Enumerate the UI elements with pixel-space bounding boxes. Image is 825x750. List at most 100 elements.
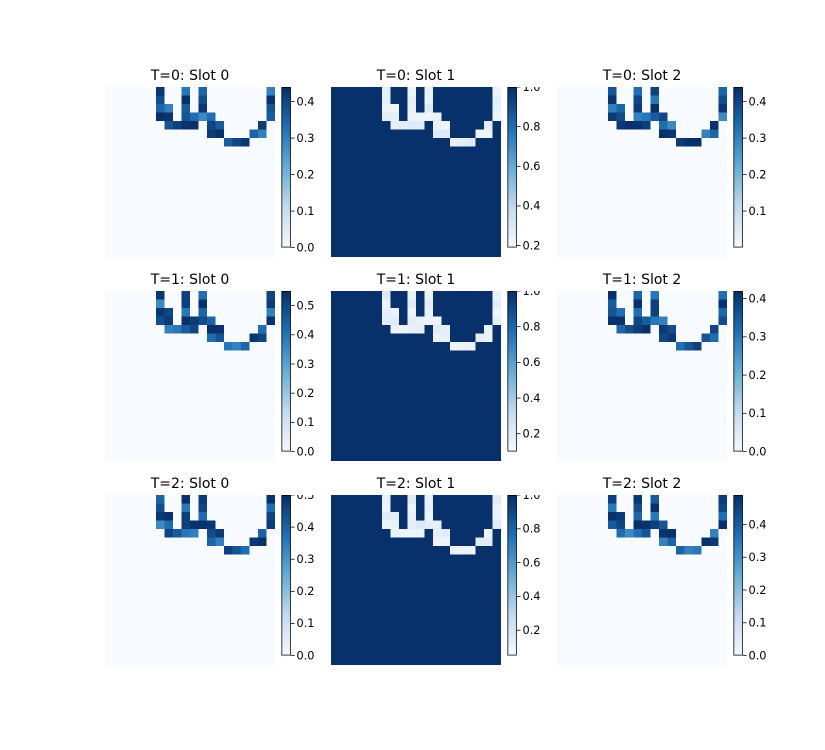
heatmap-cell <box>650 384 660 394</box>
heatmap-cell <box>458 631 468 640</box>
colorbar-swatch <box>507 400 517 404</box>
heatmap-cell <box>565 95 575 105</box>
heatmap-cell <box>156 231 165 241</box>
heatmap-cell <box>710 359 719 368</box>
heatmap-cell <box>710 299 719 309</box>
colorbar-swatch <box>281 299 291 303</box>
heatmap-cell <box>122 580 131 589</box>
heatmap-cell <box>424 350 434 360</box>
heatmap-cell <box>190 648 199 657</box>
heatmap-cell <box>625 520 634 530</box>
heatmap-cell <box>105 384 114 394</box>
heatmap-cell <box>676 172 685 181</box>
colorbar-swatch <box>281 588 291 592</box>
heatmap-cell <box>684 138 694 147</box>
heatmap-cell <box>424 163 434 173</box>
colorbar-swatch <box>281 575 291 579</box>
heatmap-cell <box>139 146 148 156</box>
heatmap-cell <box>676 427 685 436</box>
heatmap-cell <box>139 299 148 309</box>
heatmap-cell <box>232 571 242 581</box>
heatmap-cell <box>407 563 417 572</box>
heatmap-cell <box>608 435 617 445</box>
heatmap-cell <box>475 87 485 96</box>
heatmap-cell <box>399 529 408 538</box>
heatmap-cell <box>164 452 174 461</box>
heatmap-cell <box>113 537 123 547</box>
heatmap-cell <box>591 325 600 334</box>
heatmap-cell <box>441 427 451 436</box>
heatmap-cell <box>365 503 374 513</box>
heatmap-cell <box>147 639 157 649</box>
heatmap-cell <box>390 121 400 130</box>
heatmap-cell <box>684 410 694 419</box>
heatmap-cell <box>441 350 451 360</box>
heatmap-cell <box>382 588 391 598</box>
colorbar-tick-label: 0.5 <box>297 495 315 502</box>
heatmap-cell <box>122 376 131 385</box>
heatmap-cell <box>701 163 711 173</box>
heatmap-cell <box>130 104 140 113</box>
heatmap-cell <box>433 529 442 538</box>
heatmap-cell <box>390 427 400 436</box>
heatmap-cell <box>424 231 434 241</box>
heatmap-cell <box>633 163 643 173</box>
heatmap-cell <box>241 138 250 147</box>
colorbar-swatch <box>733 186 743 190</box>
heatmap-cell <box>574 410 583 419</box>
heatmap-cell <box>684 512 694 521</box>
heatmap-cell <box>207 342 216 351</box>
heatmap-cell <box>181 546 191 555</box>
colorbar-border <box>281 87 291 248</box>
colorbar-swatch <box>281 585 291 590</box>
heatmap-cell <box>365 384 374 394</box>
heatmap-cell <box>241 333 250 343</box>
heatmap-cell <box>710 554 719 564</box>
heatmap-cell <box>659 622 668 632</box>
heatmap-cell <box>399 299 408 309</box>
heatmap-cell <box>693 452 702 461</box>
heatmap-cell <box>198 529 208 538</box>
heatmap-cell <box>331 299 340 309</box>
heatmap-cell <box>105 520 114 530</box>
heatmap-cell <box>173 520 182 530</box>
heatmap-cell <box>458 537 468 547</box>
heatmap-cell <box>331 597 340 606</box>
colorbar-swatch <box>507 159 517 163</box>
heatmap-cell <box>625 648 634 657</box>
heatmap-cell <box>684 129 694 139</box>
heatmap-cell <box>356 597 366 606</box>
heatmap-cell <box>625 342 634 351</box>
colorbar-swatch <box>281 341 291 345</box>
heatmap-cell <box>224 401 233 411</box>
heatmap-cell <box>492 197 501 207</box>
heatmap-cell <box>718 214 727 224</box>
heatmap-cell <box>356 495 366 504</box>
heatmap-cell <box>147 359 157 368</box>
heatmap-cell <box>249 214 259 224</box>
heatmap-cell <box>458 316 468 326</box>
heatmap-cell <box>591 512 600 521</box>
heatmap-cell <box>633 240 643 249</box>
heatmap-cell <box>348 367 357 377</box>
heatmap-cell <box>557 605 566 615</box>
heatmap-cell <box>207 129 216 139</box>
heatmap-cell <box>458 138 468 147</box>
heatmap-cell <box>399 342 408 351</box>
heatmap-cell <box>693 104 702 113</box>
colorbar-swatch <box>281 532 291 536</box>
heatmap-cell <box>181 503 191 513</box>
colorbar-swatch <box>733 432 743 436</box>
heatmap-cell <box>232 342 242 351</box>
colorbar-swatch <box>281 379 291 383</box>
colorbar-swatch <box>281 390 291 394</box>
heatmap-cell <box>467 571 476 581</box>
heatmap-cell <box>173 350 182 360</box>
heatmap-cell <box>365 359 374 368</box>
heatmap-cell <box>198 384 208 394</box>
heatmap-cell <box>373 155 383 164</box>
heatmap-cell <box>113 639 123 649</box>
heatmap-cell <box>718 393 727 402</box>
heatmap-cell <box>424 87 434 96</box>
heatmap-cell <box>266 597 275 606</box>
